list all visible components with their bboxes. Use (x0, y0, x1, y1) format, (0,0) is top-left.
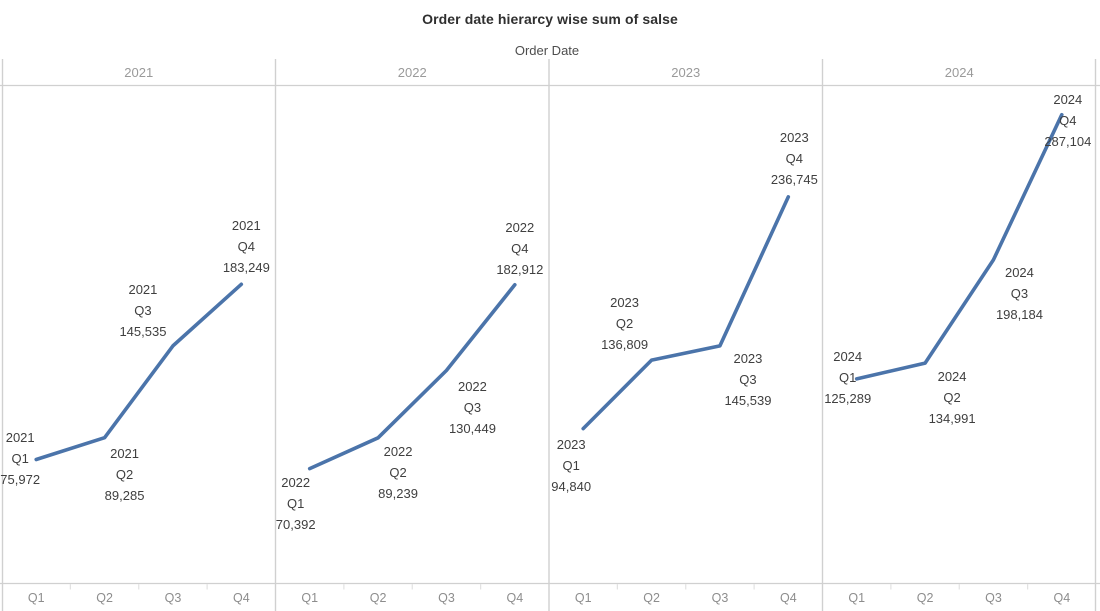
mark-label-value: 183,249 (222, 259, 270, 275)
mark-label-value: 287,104 (1044, 134, 1092, 150)
mark-label-quarter: Q1 (839, 370, 857, 386)
trend-line-2021[interactable] (34, 282, 244, 462)
mark-label-quarter: Q4 (237, 238, 255, 254)
x-tick-label-2022-Q4[interactable]: Q4 (506, 591, 524, 605)
mark-label-quarter: Q2 (943, 389, 961, 405)
mark-label-year: 2021 (110, 446, 140, 462)
mark-label-2021-Q2: 2021 Q2 89,285 (65, 443, 185, 506)
mark-label-value: 136,809 (601, 336, 649, 352)
trend-line-2023[interactable] (581, 195, 791, 431)
mark-label-2022-Q1: 2022 Q1 70,392 (236, 472, 356, 535)
mark-label-value: 89,285 (104, 488, 145, 504)
mark-label-quarter: Q2 (115, 467, 134, 483)
mark-label-2022-Q3: 2022 Q3 130,449 (412, 376, 532, 439)
mark-label-year: 2022 (505, 220, 535, 236)
mark-label-2021-Q1: 2021 Q1 75,972 (0, 427, 80, 490)
mark-label-year: 2021 (5, 429, 35, 445)
mark-label-value: 130,449 (448, 421, 496, 436)
x-tick-label-2021-Q3[interactable]: Q3 (164, 591, 182, 605)
x-tick-label-2021-Q4[interactable]: Q4 (232, 591, 250, 605)
chart-title: Order date hierarcy wise sum of salse (422, 11, 678, 27)
mark-label-year: 2024 (1053, 92, 1083, 108)
x-tick-label-2024-Q1[interactable]: Q1 (848, 591, 866, 605)
mark-label-2024-Q3: 2024 Q3 198,184 (959, 262, 1079, 325)
x-axis-title: Order Date (514, 43, 580, 58)
mark-label-value: 145,535 (119, 324, 167, 340)
mark-label-year: 2022 (457, 379, 487, 394)
x-tick-label-2024-Q2[interactable]: Q2 (916, 591, 934, 605)
mark-label-quarter: Q4 (1059, 113, 1077, 129)
mark-label-quarter: Q1 (287, 496, 305, 512)
mark-label-2024-Q1: 2024 Q1 125,289 (788, 346, 908, 409)
mark-label-value: 94,840 (551, 479, 592, 495)
mark-label-year: 2023 (779, 130, 809, 146)
mark-label-year: 2023 (733, 351, 763, 367)
mark-label-year: 2022 (281, 475, 311, 491)
year-header-2021[interactable]: 2021 (124, 65, 154, 80)
trend-line-2022[interactable] (307, 282, 517, 471)
mark-label-year: 2024 (1004, 265, 1034, 281)
year-header-2024[interactable]: 2024 (944, 65, 974, 80)
mark-label-2023-Q4: 2023 Q4 236,745 (734, 127, 854, 190)
mark-label-year: 2023 (556, 437, 586, 453)
mark-label-2023-Q3: 2023 Q3 145,539 (688, 348, 808, 411)
mark-label-value: 134,991 (928, 410, 976, 426)
mark-label-quarter: Q3 (134, 303, 152, 319)
mark-label-quarter: Q4 (511, 241, 529, 257)
mark-label-value: 70,392 (275, 517, 316, 533)
x-tick-label-2022-Q1[interactable]: Q1 (301, 591, 319, 605)
x-tick-label-2021-Q1[interactable]: Q1 (27, 591, 45, 605)
mark-label-value: 125,289 (824, 391, 872, 407)
mark-label-year: 2024 (937, 368, 967, 384)
trend-line-2024[interactable] (854, 112, 1064, 381)
mark-label-value: 75,972 (0, 471, 41, 487)
x-tick-label-2024-Q4[interactable]: Q4 (1053, 591, 1071, 605)
mark-label-value: 198,184 (995, 307, 1043, 323)
mark-label-2021-Q3: 2021 Q3 145,535 (83, 279, 203, 342)
mark-label-2021-Q4: 2021 Q4 183,249 (186, 215, 306, 278)
mark-label-quarter: Q2 (615, 315, 634, 331)
mark-label-2024-Q2: 2024 Q2 134,991 (892, 366, 1012, 429)
mark-label-year: 2021 (128, 282, 158, 298)
mark-label-year: 2023 (610, 294, 640, 310)
x-tick-label-2023-Q1[interactable]: Q1 (574, 591, 592, 605)
mark-label-2022-Q2: 2022 Q2 89,239 (338, 441, 458, 504)
mark-label-year: 2021 (231, 217, 261, 233)
mark-label-2022-Q4: 2022 Q4 182,912 (460, 217, 580, 280)
year-header-2023[interactable]: 2023 (671, 65, 701, 80)
mark-label-2023-Q2: 2023 Q2 136,809 (565, 292, 685, 355)
x-tick-label-2023-Q4[interactable]: Q4 (779, 591, 797, 605)
mark-label-quarter: Q2 (389, 465, 407, 481)
mark-label-quarter: Q1 (562, 458, 580, 474)
mark-label-value: 145,539 (724, 393, 772, 409)
x-tick-label-2024-Q3[interactable]: Q3 (985, 591, 1002, 605)
mark-label-year: 2022 (383, 444, 413, 460)
mark-label-quarter: Q3 (739, 372, 757, 388)
mark-label-2024-Q4: 2024 Q4 287,104 (1008, 89, 1100, 152)
mark-label-quarter: Q1 (11, 450, 29, 466)
year-header-2022[interactable]: 2022 (397, 65, 427, 80)
mark-label-2023-Q1: 2023 Q1 94,840 (511, 434, 631, 497)
x-tick-label-2022-Q3[interactable]: Q3 (438, 591, 455, 605)
mark-label-quarter: Q3 (1010, 286, 1029, 302)
x-tick-label-2021-Q2[interactable]: Q2 (96, 591, 113, 605)
mark-label-quarter: Q4 (785, 151, 803, 167)
x-tick-label-2022-Q2[interactable]: Q2 (369, 591, 387, 605)
mark-label-value: 236,745 (770, 172, 818, 188)
mark-label-value: 182,912 (496, 262, 544, 278)
mark-label-quarter: Q3 (463, 400, 482, 415)
mark-label-value: 89,239 (378, 486, 418, 502)
mark-label-year: 2024 (833, 349, 863, 365)
x-tick-label-2023-Q3[interactable]: Q3 (711, 591, 729, 605)
x-tick-label-2023-Q2[interactable]: Q2 (643, 591, 660, 605)
